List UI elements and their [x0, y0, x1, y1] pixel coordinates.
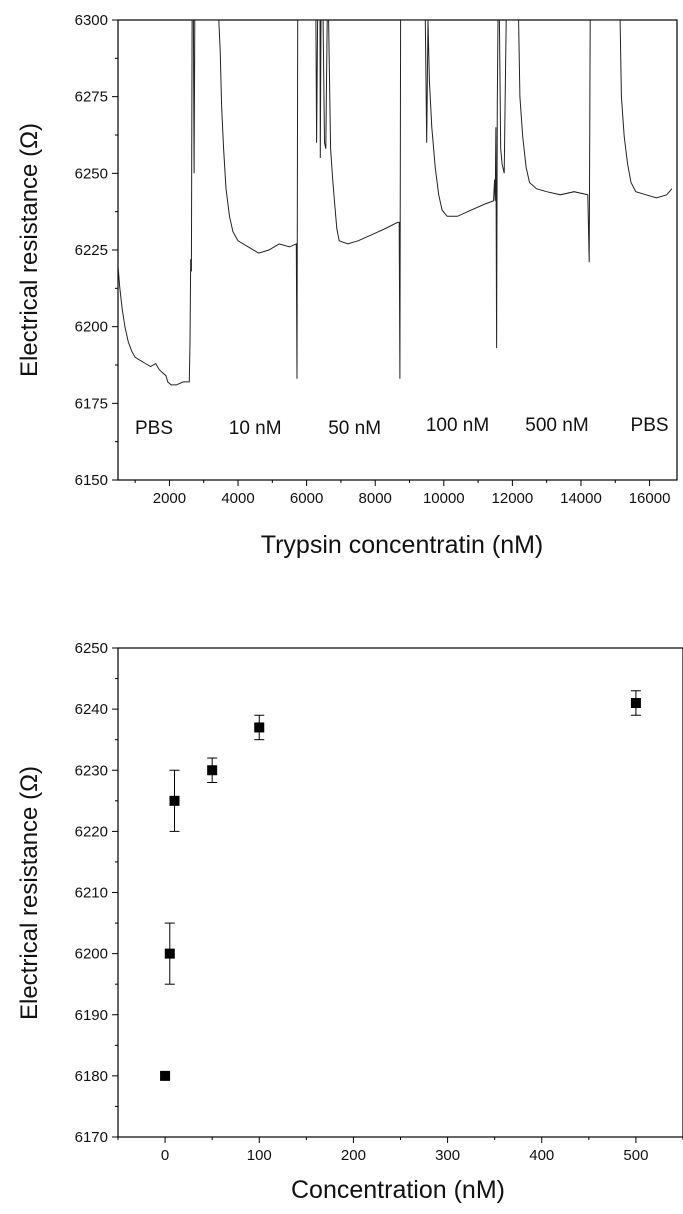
- top-x-tick-label: 10000: [423, 490, 465, 507]
- bottom-x-tick-label: 400: [529, 1147, 554, 1164]
- bottom-y-tick-label: 6170: [75, 1129, 108, 1146]
- bottom-x-tick-label: 0: [161, 1147, 169, 1164]
- bottom-y-tick-label: 6210: [75, 885, 108, 902]
- top-y-tick-label: 6250: [75, 165, 108, 182]
- top-plot-frame: [117, 19, 678, 481]
- bottom-plot-area: 0 100 200 300 400 500 6170 6180 6190 6200 6210 6220…: [75, 640, 683, 1164]
- segment-label: PBS: [135, 418, 173, 439]
- top-y-tick-label: 6150: [75, 472, 108, 489]
- top-x-tick-label: 6000: [290, 490, 323, 507]
- top-series-line: [118, 20, 673, 386]
- segment-label: 100 nM: [426, 415, 489, 436]
- top-x-tick-label: 16000: [629, 490, 671, 507]
- segment-label: 10 nM: [229, 418, 282, 439]
- top-x-tick-label: 2000: [153, 490, 186, 507]
- bottom-y-tick-label: 6220: [75, 823, 108, 840]
- data-point-marker: [207, 765, 218, 776]
- top-x-tick-label: 4000: [221, 490, 254, 507]
- top-plot-area: 2000 4000 6000 8000 10000 12000 14000 16000 6150…: [75, 12, 678, 507]
- data-point-marker: [160, 1070, 171, 1081]
- top-y-tick-label: 6200: [75, 319, 108, 336]
- data-point-marker: [254, 722, 265, 733]
- top-y-tick-label: 6225: [75, 242, 108, 259]
- top-y-axis-title: Electrical resistance (Ω): [16, 123, 43, 377]
- bottom-y-tick-label: 6250: [75, 640, 108, 657]
- segment-label: 500 nM: [525, 415, 588, 436]
- top-y-tick-label: 6175: [75, 395, 108, 412]
- top-x-tick-label: 12000: [492, 490, 534, 507]
- segment-label: 50 nM: [328, 418, 381, 439]
- data-point-marker: [630, 698, 641, 709]
- bottom-y-tick-label: 6200: [75, 946, 108, 963]
- bottom-x-tick-label: 200: [341, 1147, 366, 1164]
- bottom-y-tick-label: 6190: [75, 1007, 108, 1024]
- bottom-plot-frame: [117, 647, 683, 1138]
- data-point-marker: [164, 948, 175, 959]
- resistance-timeline-chart: 2000 4000 6000 8000 10000 12000 14000 16000 6150…: [16, 12, 678, 559]
- bottom-x-tick-label: 500: [623, 1147, 648, 1164]
- top-y-tick-label: 6300: [75, 12, 108, 29]
- bottom-x-tick-label: 100: [247, 1147, 272, 1164]
- bottom-x-axis-title: Concentration (nM): [291, 1176, 505, 1204]
- bottom-x-tick-label: 300: [435, 1147, 460, 1164]
- bottom-y-tick-label: 6230: [75, 762, 108, 779]
- top-x-tick-label: 14000: [560, 490, 602, 507]
- bottom-y-tick-label: 6240: [75, 701, 108, 718]
- top-x-axis-title: Trypsin concentratin (nM): [261, 531, 544, 559]
- top-x-tick-label: 8000: [359, 490, 392, 507]
- bottom-y-axis-title: Electrical resistance (Ω): [16, 766, 43, 1020]
- resistance-vs-concentration-chart: 0 100 200 300 400 500 6170 6180 6190 6200 6210 6220…: [16, 640, 683, 1204]
- top-y-tick-label: 6275: [75, 89, 108, 106]
- segment-label: PBS: [631, 415, 669, 436]
- bottom-y-tick-label: 6180: [75, 1068, 108, 1085]
- data-point-marker: [169, 795, 180, 806]
